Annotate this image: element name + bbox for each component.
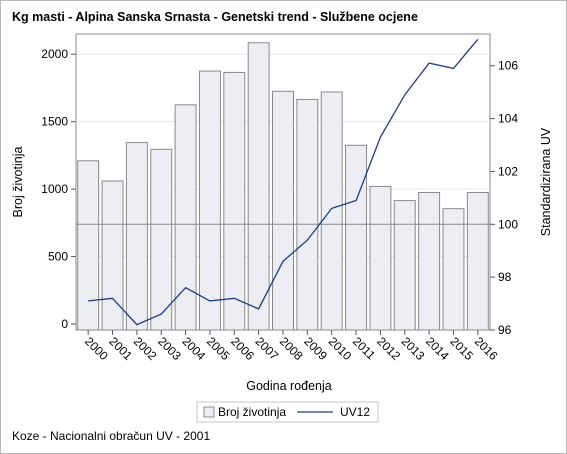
bar-2005 [198, 70, 221, 331]
bar-2012 [369, 185, 392, 331]
bar-2003 [150, 148, 173, 331]
y-right-tick-label: 98 [498, 270, 512, 284]
bar-2001 [101, 180, 124, 331]
x-tick-label: 2009 [301, 334, 330, 363]
legend-frame [196, 401, 379, 423]
x-tick-label: 2000 [82, 334, 111, 363]
bar-2011 [345, 144, 368, 331]
x-tick-label: 2008 [277, 334, 306, 363]
y-right-tick-label: 96 [498, 323, 512, 337]
legend-label-bar: Broj životinja [218, 405, 286, 419]
bar-2002 [125, 142, 148, 331]
x-tick-label: 2011 [350, 334, 378, 362]
x-tick-label: 2002 [131, 334, 160, 363]
y-right-tick-label: 106 [498, 59, 518, 73]
bar-2016 [466, 191, 489, 331]
x-tick-label: 2004 [179, 334, 208, 363]
bar-2000 [77, 160, 100, 331]
legend-swatch-bar [203, 406, 215, 418]
y-left-tick-label: 1500 [41, 115, 68, 129]
bar-2010 [320, 91, 343, 331]
x-tick-label: 2015 [447, 334, 476, 363]
x-tick-label: 2003 [155, 334, 184, 363]
y-axis-right-ticks: 96 98 100 102 104 106 [490, 59, 518, 337]
series-line-uv12 [88, 38, 479, 326]
bar-2014 [418, 191, 441, 331]
y-left-tick-label: 0 [61, 317, 68, 331]
x-axis-label: Godina rođenja [246, 379, 332, 393]
x-tick-label: 2007 [253, 334, 282, 363]
y-axis-right-label: Standardizirana UV [539, 127, 553, 236]
x-tick-label: 2013 [399, 334, 428, 363]
bar-2008 [272, 90, 294, 331]
x-tick-label: 2010 [326, 334, 355, 363]
bar-2015 [442, 208, 465, 331]
chart-title: Kg masti - Alpina Sanska Srnasta - Genet… [12, 10, 418, 24]
bar-2006 [223, 71, 246, 331]
legend-label-line: UV12 [340, 405, 370, 419]
x-tick-label: 2001 [106, 334, 135, 363]
y-axis-left-ticks: 0 500 1000 1500 2000 [41, 47, 76, 331]
y-right-tick-label: 104 [498, 112, 518, 126]
bar-2013 [393, 200, 416, 331]
x-tick-label: 2006 [228, 334, 257, 363]
x-tick-label: 2016 [472, 334, 501, 363]
y-axis-left-label: Broj životinja [11, 147, 25, 218]
bar-2007 [247, 42, 270, 331]
x-tick-label: 2012 [374, 334, 403, 363]
y-right-tick-label: 102 [498, 164, 518, 178]
footnote: Koze - Nacionalni obračun UV - 2001 [12, 429, 211, 443]
x-tick-label: 2014 [423, 334, 452, 363]
y-left-tick-label: 500 [48, 250, 68, 264]
y-right-tick-label: 100 [498, 217, 518, 231]
x-axis-ticks: 2000200120022003200420052006200720082009… [82, 330, 501, 363]
y-left-tick-label: 2000 [41, 47, 68, 61]
y-left-tick-label: 1000 [41, 182, 68, 196]
legend: Broj životinja UV12 [196, 401, 379, 423]
bar-2009 [296, 98, 319, 331]
x-tick-label: 2005 [204, 334, 233, 363]
